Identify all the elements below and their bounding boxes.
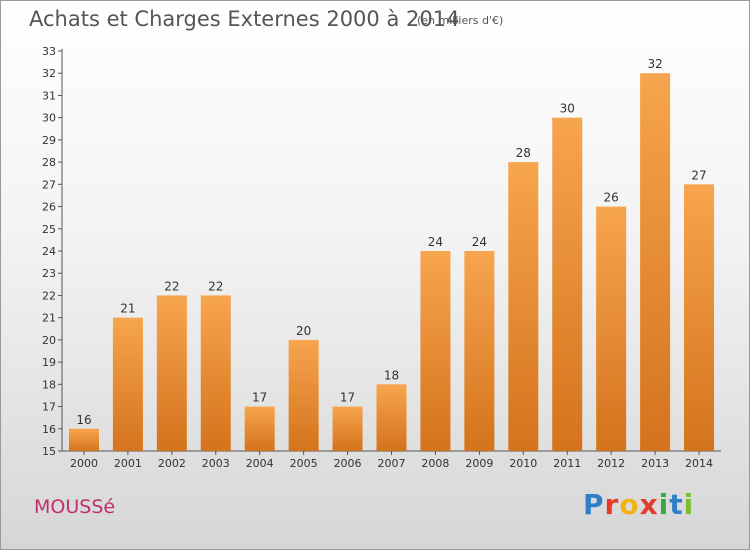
x-tick-label-2014: 2014 [685,457,713,470]
y-tick-label: 17 [42,401,56,414]
logo-letter: r [604,488,620,521]
bar-2000 [68,428,99,451]
logo-letter: x [639,488,659,521]
y-tick-label: 31 [42,89,56,102]
proxiti-logo: Proxiti [583,488,694,521]
value-label-2007: 18 [384,368,399,382]
chart-title: Achats et Charges Externes 2000 à 2014 [29,7,460,31]
logo-letter: t [669,488,684,521]
bar-2005 [288,339,319,451]
bar-2006 [332,406,363,451]
bar-2011 [552,117,583,452]
value-label-2012: 26 [604,191,619,205]
value-label-2011: 30 [560,102,575,116]
y-tick-label: 25 [42,223,56,236]
bar-2013 [640,73,671,451]
x-tick-label-2007: 2007 [378,457,406,470]
value-label-2014: 27 [691,168,706,182]
x-tick-label-2002: 2002 [158,457,186,470]
value-label-2005: 20 [296,324,311,338]
y-tick-label: 29 [42,134,56,147]
logo-letter: o [619,488,640,521]
y-tick-label: 26 [42,201,56,214]
bar-2003 [200,295,231,451]
y-tick-label: 27 [42,178,56,191]
value-label-2006: 17 [340,391,355,405]
value-label-2013: 32 [647,57,662,71]
x-tick-label-2008: 2008 [421,457,449,470]
chart-subtitle: (en milliers d'€) [417,14,504,27]
commune-name: MOUSSé [34,496,116,518]
bars [68,73,715,452]
bar-2009 [464,251,495,451]
value-label-2002: 22 [164,279,179,293]
y-tick-label: 21 [42,312,56,325]
x-tick-label-2001: 2001 [114,457,142,470]
value-label-2000: 16 [76,413,91,427]
y-tick-label: 20 [42,334,56,347]
x-tick-label-2013: 2013 [641,457,669,470]
bar-2007 [376,384,407,451]
y-tick-label: 30 [42,112,56,125]
value-label-2003: 22 [208,279,223,293]
y-tick-label: 28 [42,156,56,169]
value-label-2009: 24 [472,235,487,249]
y-tick-label: 18 [42,378,56,391]
y-tick-label: 33 [42,45,56,58]
data-labels: 16 21 22 22 17 20 17 18 24 24 28 30 26 32 27 [76,57,706,427]
bar-2004 [244,406,275,451]
y-tick-label: 19 [42,356,56,369]
value-label-2001: 21 [120,302,135,316]
logo-letter: P [583,488,605,521]
y-tick-label: 32 [42,67,56,80]
bar-2010 [508,162,539,451]
x-tick-label-2011: 2011 [553,457,581,470]
bar-2014 [684,184,715,452]
y-tick-label: 24 [42,245,56,258]
x-tick-label-2005: 2005 [290,457,318,470]
y-tick-label: 22 [42,289,56,302]
x-axis: 2000 2001 2002 2003 2004 2005 2006 2007 2008 2009… [62,450,721,470]
x-tick-label-2004: 2004 [246,457,274,470]
value-label-2008: 24 [428,235,443,249]
y-tick-label: 23 [42,267,56,280]
y-tick-label: 15 [42,445,56,458]
x-tick-label-2006: 2006 [334,457,362,470]
x-tick-label-2012: 2012 [597,457,625,470]
value-label-2004: 17 [252,391,267,405]
y-axis: 15 16 17 18 19 20 21 22 23 24 25 26 27 28 29 30 31 32 33 [42,45,63,458]
x-tick-label-2010: 2010 [509,457,537,470]
x-tick-label-2000: 2000 [70,457,98,470]
bar-2008 [420,251,451,451]
bar-2012 [596,206,627,451]
bar-2001 [112,317,143,451]
x-tick-label-2003: 2003 [202,457,230,470]
x-tick-label-2009: 2009 [465,457,493,470]
value-label-2010: 28 [516,146,531,160]
y-tick-label: 16 [42,423,56,436]
logo-letter: i [658,488,670,521]
logo-letter: i [683,488,695,521]
bar-2002 [156,295,187,451]
